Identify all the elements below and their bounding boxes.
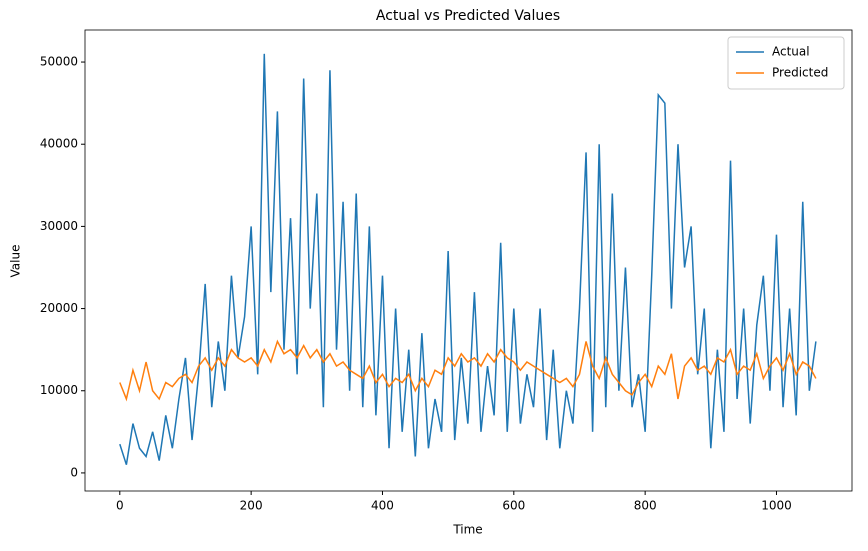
x-tick-label: 200 (240, 499, 263, 513)
x-axis-label: Time (452, 523, 482, 537)
x-tick-label: 1000 (761, 499, 792, 513)
chart-title: Actual vs Predicted Values (376, 8, 560, 24)
data-line (119, 53, 817, 465)
plot-frame (84, 29, 853, 492)
y-tick-label: 0 (70, 465, 78, 479)
x-tick-label: 0 (116, 499, 124, 513)
x-tick-label: 600 (502, 499, 525, 513)
y-tick-label: 50000 (40, 55, 78, 69)
y-axis-label: Value (9, 245, 23, 278)
legend-box (727, 36, 845, 90)
y-tick-label: 30000 (40, 219, 78, 233)
legend-label: Actual (772, 45, 810, 59)
y-tick-label: 20000 (40, 301, 78, 315)
y-tick-label: 10000 (40, 383, 78, 397)
data-line (119, 339, 817, 402)
legend-label: Predicted (772, 66, 828, 80)
x-tick-label: 400 (371, 499, 394, 513)
y-tick-label: 40000 (40, 137, 78, 151)
x-tick-label: 800 (634, 499, 657, 513)
